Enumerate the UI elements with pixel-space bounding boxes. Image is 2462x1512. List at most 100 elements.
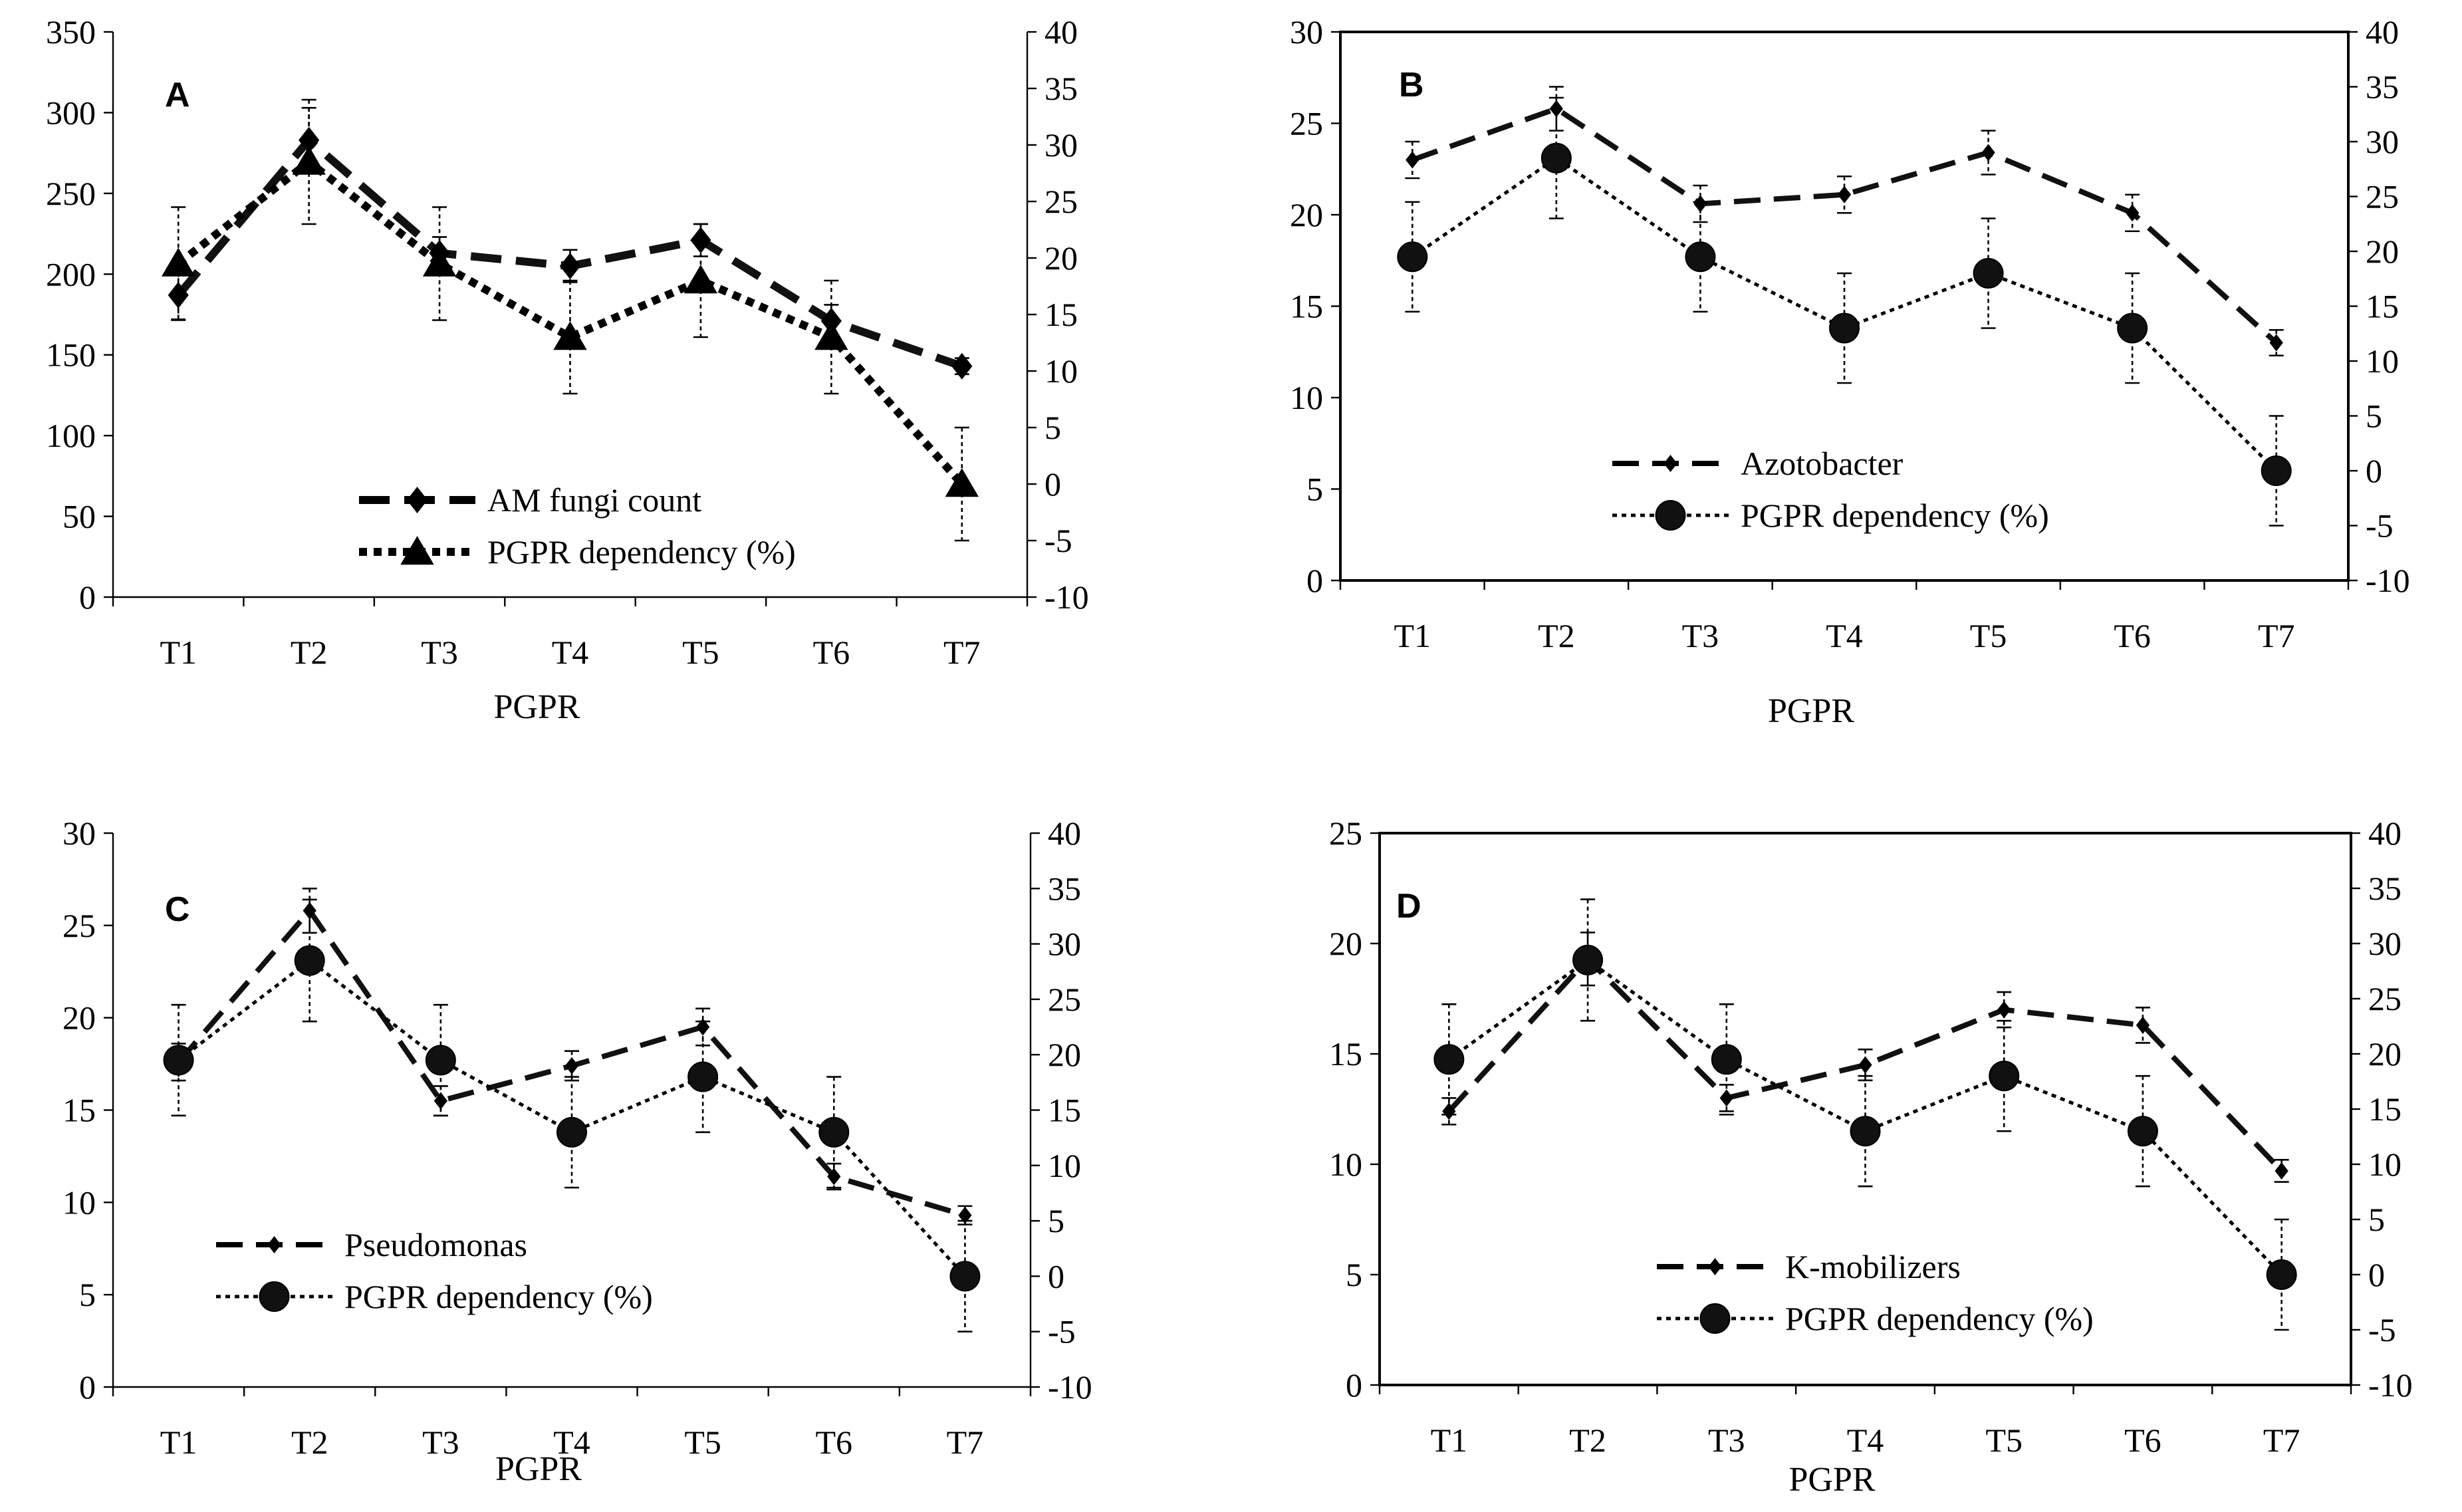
right-y-tick-label: -5: [1045, 522, 1072, 559]
right-y-tick-label: 10: [1045, 352, 1078, 390]
data-point-circle: [2127, 1116, 2158, 1147]
data-point-diamond: [2269, 334, 2283, 352]
legend-marker: [400, 536, 434, 565]
right-y-tick-label: 5: [2368, 1201, 2385, 1238]
legend-label: Pseudomonas: [344, 1226, 527, 1263]
right-y-tick-label: 30: [1048, 926, 1081, 963]
legend-label: PGPR dependency (%): [344, 1278, 653, 1315]
panel-label: C: [165, 890, 190, 929]
left-y-tick-label: 5: [1346, 1256, 1362, 1293]
data-point-diamond: [1837, 186, 1852, 203]
right-y-tick-label: 5: [1048, 1202, 1064, 1239]
x-tick-label: T5: [682, 634, 719, 671]
right-y-tick-label: 40: [2366, 13, 2399, 51]
right-y-tick-label: 20: [2368, 1035, 2401, 1072]
right-y-tick-label: 40: [1045, 13, 1078, 51]
data-point-circle: [1850, 1116, 1881, 1147]
data-point-circle: [1433, 1044, 1465, 1075]
right-y-tick-label: -5: [2368, 1311, 2396, 1348]
left-y-tick-label: 100: [46, 417, 96, 454]
right-y-tick-label: 15: [2366, 288, 2399, 325]
right-y-tick-label: 5: [2366, 398, 2382, 435]
data-point-circle: [818, 1116, 850, 1148]
x-tick-label: T6: [816, 1424, 853, 1461]
legend-label: PGPR dependency (%): [1741, 497, 2049, 534]
x-tick-label: T2: [1538, 617, 1575, 654]
data-point-diamond: [1858, 1056, 1872, 1074]
left-y-tick-label: 30: [62, 815, 96, 852]
data-point-circle: [1397, 241, 1428, 273]
right-y-tick-label: 10: [2368, 1146, 2401, 1183]
right-y-tick-label: 15: [1045, 296, 1078, 333]
left-y-tick-label: 20: [62, 999, 96, 1037]
data-point-diamond: [827, 1168, 841, 1186]
data-point-circle: [1572, 944, 1604, 975]
data-point-circle: [1829, 313, 1860, 344]
right-y-tick-label: 40: [1048, 815, 1081, 852]
data-point-triangle: [945, 468, 979, 497]
data-point-circle: [1711, 1044, 1742, 1075]
right-y-tick-label: -10: [2366, 562, 2410, 599]
x-tick-label: T6: [2124, 1422, 2161, 1459]
data-point-triangle: [553, 321, 587, 350]
right-y-tick-label: 35: [2368, 870, 2401, 907]
series-line-count: [1411, 106, 2278, 345]
right-y-tick-label: 35: [2366, 68, 2399, 106]
legend-label: AM fungi count: [487, 481, 701, 519]
x-tick-label: T1: [1394, 617, 1431, 654]
legend-label: Azotobacter: [1741, 445, 1904, 482]
x-tick-label: T1: [160, 1424, 197, 1461]
chart-panel-b: 0 5 10 15 20 25 30 -10 -5 0 5 10 15 20 25 30 35 40 T1 T2 T3 T…: [1290, 13, 2410, 730]
x-axis-label: PGPR: [1768, 692, 1854, 730]
left-y-tick-label: 0: [1306, 562, 1323, 599]
right-y-tick-label: 35: [1045, 70, 1078, 107]
right-y-tick-label: 20: [1045, 239, 1078, 277]
right-y-tick-label: 25: [1048, 981, 1081, 1018]
x-tick-label: T2: [1569, 1422, 1606, 1459]
left-y-tick-label: 350: [46, 13, 96, 51]
legend-marker: [1699, 1303, 1731, 1334]
right-y-tick-label: 25: [2368, 980, 2401, 1017]
legend-label: PGPR dependency (%): [487, 533, 796, 570]
x-tick-label: T6: [2114, 617, 2151, 654]
data-point-diamond: [559, 253, 581, 280]
data-point-circle: [556, 1116, 587, 1148]
data-point-diamond: [696, 1018, 710, 1036]
right-y-tick-label: 15: [2368, 1090, 2401, 1128]
right-y-tick-label: 10: [1048, 1147, 1081, 1184]
x-tick-label: T7: [947, 1424, 984, 1461]
data-point-diamond: [951, 352, 973, 380]
right-y-tick-label: 35: [1048, 870, 1081, 907]
right-y-tick-label: -10: [2368, 1366, 2413, 1404]
left-y-tick-label: 150: [46, 336, 96, 374]
left-y-tick-label: 25: [1329, 815, 1362, 852]
data-point-circle: [2266, 1259, 2297, 1290]
left-y-tick-label: 5: [1306, 471, 1323, 508]
data-point-diamond: [1406, 151, 1419, 169]
data-point-circle: [2117, 313, 2148, 344]
x-axis-label: PGPR: [1788, 1461, 1875, 1499]
left-y-tick-label: 5: [79, 1276, 96, 1313]
x-tick-label: T4: [552, 634, 589, 671]
x-axis-label: PGPR: [495, 1450, 582, 1488]
right-y-tick-label: 20: [2366, 233, 2399, 270]
left-y-tick-label: 20: [1329, 925, 1362, 962]
right-y-tick-label: 5: [1045, 409, 1061, 446]
right-y-tick-label: 0: [2368, 1256, 2385, 1293]
left-y-tick-label: 300: [46, 94, 96, 131]
data-point-circle: [163, 1045, 194, 1076]
x-tick-label: T3: [1708, 1422, 1745, 1459]
left-y-tick-label: 10: [62, 1184, 96, 1221]
left-y-tick-label: 50: [62, 498, 96, 535]
left-y-tick-label: 15: [1290, 288, 1323, 325]
x-tick-label: T5: [684, 1424, 721, 1461]
left-y-tick-label: 0: [1346, 1366, 1362, 1404]
x-tick-label: T7: [2263, 1422, 2300, 1459]
right-y-tick-label: -10: [1045, 578, 1089, 616]
legend-marker: [1663, 455, 1677, 472]
right-y-tick-label: 15: [1048, 1092, 1081, 1129]
legend-label: K-mobilizers: [1785, 1248, 1961, 1285]
x-tick-label: T4: [1826, 617, 1863, 654]
data-point-circle: [1989, 1061, 2020, 1092]
